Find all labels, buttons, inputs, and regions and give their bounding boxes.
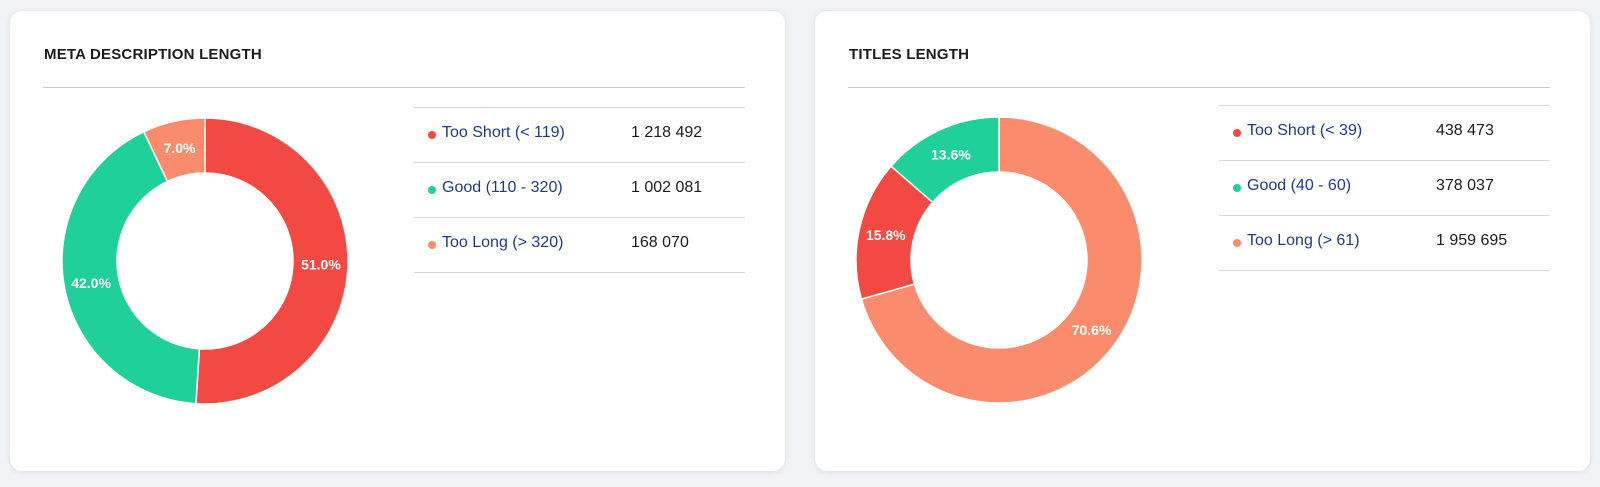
legend: Too Short (< 119) 1 218 492 Good (110 - …: [414, 107, 745, 273]
title-divider: [43, 87, 745, 88]
legend-row-too-long[interactable]: Too Long (> 61) 1 959 695: [1219, 215, 1550, 271]
legend-value: 378 037: [1436, 177, 1494, 194]
good-dot-icon: [428, 186, 436, 194]
meta-description-card: META DESCRIPTION LENGTH 51.0% 42.0% 7.0% T…: [10, 11, 785, 471]
legend-row-too-long[interactable]: Too Long (> 320) 168 070: [414, 217, 745, 273]
slice-percent-label: 42.0%: [71, 275, 111, 291]
titles-length-card: TITLES LENGTH 70.6% 15.8% 13.6% Too Short …: [815, 11, 1590, 471]
legend-value: 1 002 081: [631, 179, 703, 196]
slice-percent-label: 51.0%: [301, 257, 341, 273]
card-title: TITLES LENGTH: [849, 46, 970, 63]
legend-value: 438 473: [1436, 122, 1494, 139]
legend-label[interactable]: Good (110 - 320): [442, 179, 563, 196]
donut-chart: 51.0% 42.0% 7.0%: [61, 117, 349, 405]
legend-label[interactable]: Too Short (< 39): [1247, 122, 1363, 139]
legend-row-too-short[interactable]: Too Short (< 39) 438 473: [1219, 105, 1550, 160]
too-long-dot-icon: [1233, 239, 1241, 247]
legend-label[interactable]: Too Long (> 61): [1247, 232, 1360, 249]
donut-slice-good[interactable]: [61, 130, 201, 405]
legend-label[interactable]: Good (40 - 60): [1247, 177, 1352, 194]
too-short-dot-icon: [428, 131, 436, 139]
legend-value: 168 070: [631, 234, 689, 251]
donut-slice-good[interactable]: [889, 116, 1000, 204]
legend-value: 1 959 695: [1436, 232, 1508, 249]
legend-value: 1 218 492: [631, 124, 703, 141]
donut-slice-too-long[interactable]: [860, 116, 1143, 404]
too-long-dot-icon: [428, 241, 436, 249]
slice-percent-label: 70.6%: [1072, 322, 1112, 338]
donut-slice-too-long[interactable]: [142, 117, 206, 183]
donut-chart: 70.6% 15.8% 13.6%: [855, 116, 1143, 404]
good-dot-icon: [1233, 184, 1241, 192]
legend: Too Short (< 39) 438 473 Good (40 - 60) …: [1219, 105, 1550, 271]
legend-row-good[interactable]: Good (110 - 320) 1 002 081: [414, 162, 745, 217]
card-title: META DESCRIPTION LENGTH: [44, 46, 262, 63]
slice-percent-label: 13.6%: [931, 146, 971, 162]
too-short-dot-icon: [1233, 129, 1241, 137]
legend-label[interactable]: Too Short (< 119): [442, 124, 565, 141]
legend-row-good[interactable]: Good (40 - 60) 378 037: [1219, 160, 1550, 215]
legend-label[interactable]: Too Long (> 320): [442, 234, 564, 251]
legend-row-too-short[interactable]: Too Short (< 119) 1 218 492: [414, 107, 745, 162]
donut-slice-too-short[interactable]: [195, 117, 349, 405]
slice-percent-label: 15.8%: [866, 227, 906, 243]
slice-percent-label: 7.0%: [164, 140, 196, 156]
title-divider: [848, 87, 1550, 88]
